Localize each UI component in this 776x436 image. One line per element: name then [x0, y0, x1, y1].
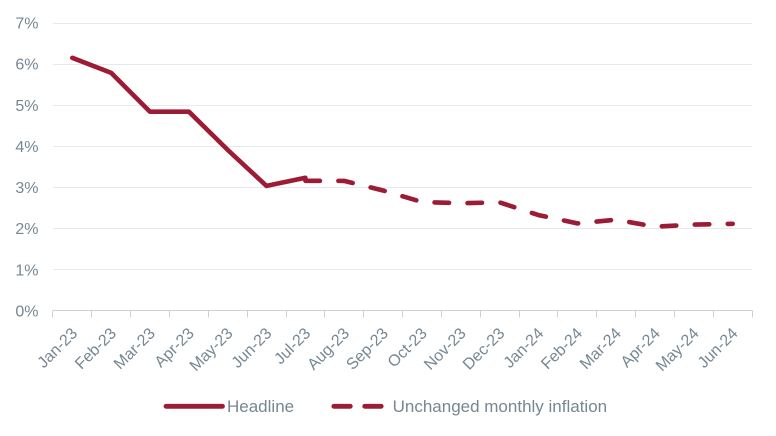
svg-text:3%: 3% [15, 180, 38, 197]
svg-text:4%: 4% [15, 139, 38, 156]
svg-text:Sep-23: Sep-23 [343, 325, 392, 374]
svg-text:Mar-23: Mar-23 [111, 325, 159, 373]
svg-text:6%: 6% [15, 57, 38, 74]
svg-text:1%: 1% [15, 262, 38, 279]
svg-text:Feb-23: Feb-23 [72, 325, 120, 373]
svg-text:Headline: Headline [227, 397, 294, 416]
svg-text:Jan-23: Jan-23 [35, 325, 82, 372]
svg-text:Jan-24: Jan-24 [501, 325, 548, 372]
svg-text:May-24: May-24 [653, 325, 703, 375]
svg-text:Mar-24: Mar-24 [577, 325, 625, 373]
svg-text:5%: 5% [15, 98, 38, 115]
svg-text:Unchanged monthly inflation: Unchanged monthly inflation [393, 397, 608, 416]
svg-text:May-23: May-23 [187, 325, 237, 375]
svg-text:2%: 2% [15, 221, 38, 238]
svg-text:Jun-24: Jun-24 [695, 325, 742, 372]
svg-text:Dec-23: Dec-23 [460, 325, 509, 374]
svg-text:Aug-23: Aug-23 [305, 325, 354, 374]
svg-text:0%: 0% [15, 304, 38, 321]
svg-text:Feb-24: Feb-24 [538, 325, 586, 373]
svg-text:Nov-23: Nov-23 [421, 325, 470, 374]
svg-text:Jun-23: Jun-23 [229, 325, 276, 372]
svg-text:7%: 7% [15, 16, 38, 33]
